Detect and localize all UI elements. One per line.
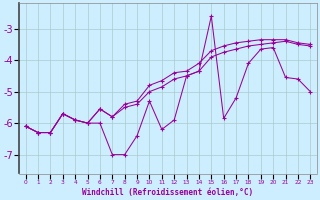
X-axis label: Windchill (Refroidissement éolien,°C): Windchill (Refroidissement éolien,°C) [83, 188, 253, 197]
